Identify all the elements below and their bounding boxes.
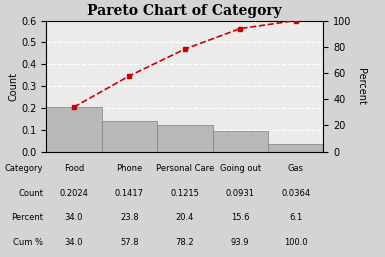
Text: Going out: Going out (220, 164, 261, 173)
Bar (46, 107, 102, 152)
Text: Personal Care: Personal Care (156, 164, 214, 173)
Y-axis label: Count: Count (8, 72, 18, 100)
Text: Phone: Phone (116, 164, 142, 173)
Text: 0.0931: 0.0931 (226, 189, 255, 198)
Title: Pareto Chart of Category: Pareto Chart of Category (87, 4, 282, 18)
Bar (213, 131, 268, 152)
Bar (157, 125, 213, 152)
Text: 0.2024: 0.2024 (59, 189, 88, 198)
Text: Gas: Gas (288, 164, 304, 173)
Text: 57.8: 57.8 (120, 238, 139, 247)
Text: Percent: Percent (12, 213, 44, 222)
Text: 100.0: 100.0 (284, 238, 308, 247)
Text: 34.0: 34.0 (65, 213, 83, 222)
Text: 20.4: 20.4 (176, 213, 194, 222)
Text: 0.1215: 0.1215 (170, 189, 199, 198)
Text: Cum %: Cum % (13, 238, 44, 247)
Text: Category: Category (5, 164, 44, 173)
Text: 15.6: 15.6 (231, 213, 249, 222)
Text: 34.0: 34.0 (65, 238, 83, 247)
Bar (102, 121, 157, 152)
Text: Count: Count (18, 189, 44, 198)
Text: Food: Food (64, 164, 84, 173)
Text: 6.1: 6.1 (289, 213, 302, 222)
Text: 93.9: 93.9 (231, 238, 249, 247)
Text: 78.2: 78.2 (176, 238, 194, 247)
Text: 0.0364: 0.0364 (281, 189, 310, 198)
Text: 0.1417: 0.1417 (115, 189, 144, 198)
Bar (268, 144, 323, 152)
Text: 23.8: 23.8 (120, 213, 139, 222)
Y-axis label: Percent: Percent (356, 68, 366, 105)
